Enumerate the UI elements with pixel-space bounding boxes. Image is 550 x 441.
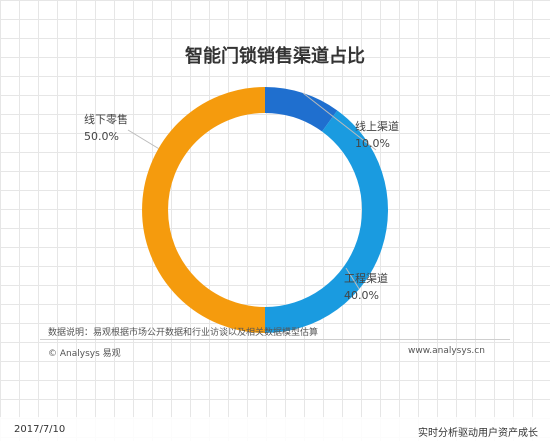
slice-percent-online: 10.0% bbox=[355, 137, 390, 150]
copyright-text: © Analysys 易观 bbox=[48, 349, 121, 359]
donut-slice-2 bbox=[142, 87, 266, 333]
watermark-text: 实时分析驱动用户资产成长 bbox=[418, 428, 538, 439]
slice-name-online: 线上渠道 bbox=[355, 120, 399, 133]
slice-label-online: 线上渠道 10.0% bbox=[355, 118, 399, 152]
footer-divider bbox=[40, 339, 510, 340]
donut-slice-0 bbox=[264, 87, 338, 132]
leader-line-0 bbox=[302, 92, 377, 151]
leader-line-1 bbox=[345, 267, 360, 290]
slice-name-offline: 线下零售 bbox=[84, 113, 128, 126]
donut-slice-1 bbox=[264, 110, 388, 333]
slice-name-engineering: 工程渠道 bbox=[344, 272, 388, 285]
bottom-bar bbox=[0, 417, 550, 441]
data-note: 数据说明：易观根据市场公开数据和行业访谈以及相关数据模型估算 bbox=[48, 328, 319, 338]
slice-percent-engineering: 40.0% bbox=[344, 289, 379, 302]
chart-title: 智能门锁销售渠道占比 bbox=[185, 46, 365, 67]
slice-label-offline: 线下零售 50.0% bbox=[84, 111, 128, 145]
date-text: 2017/7/10 bbox=[14, 424, 66, 435]
leader-line-2 bbox=[127, 129, 159, 149]
slice-percent-offline: 50.0% bbox=[84, 130, 119, 143]
slice-label-engineering: 工程渠道 40.0% bbox=[344, 270, 388, 304]
website-text: www.analysys.cn bbox=[408, 346, 485, 356]
